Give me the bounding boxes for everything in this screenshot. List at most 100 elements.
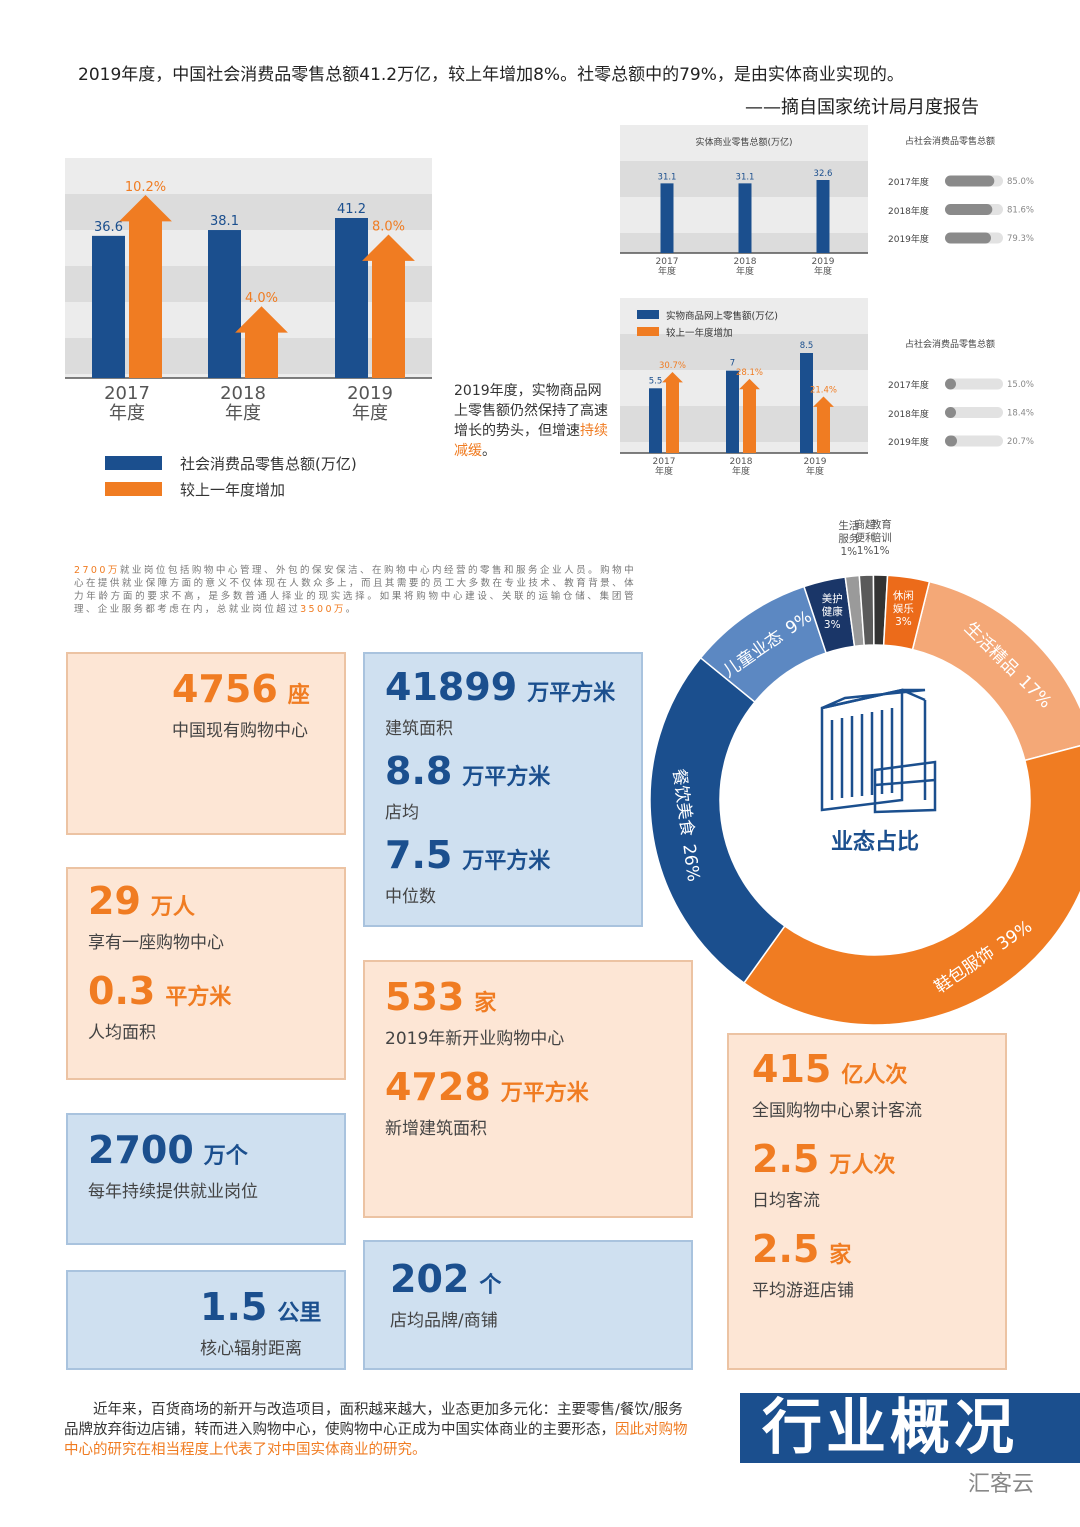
stat-unit: 万人次 [829, 1153, 896, 1178]
arrow [739, 378, 760, 453]
value-label: 15.0% [1007, 380, 1034, 390]
slice-name: 休闲娱乐 [892, 590, 914, 616]
stat-block [66, 1270, 346, 1370]
track [945, 435, 1003, 447]
chart-title: 实体商业零售总额(万亿) [695, 138, 793, 148]
bar [335, 218, 368, 378]
x-tick-label: 2017年度 [104, 383, 150, 425]
stat-value-line: 0.3 平方米 [88, 968, 231, 1022]
background-stripe [65, 194, 432, 230]
stat-item: 415 亿人次 全国购物中心累计客流 [752, 1046, 922, 1122]
legend-swatch [105, 456, 162, 470]
x-tick-label: 2018年度 [729, 457, 753, 478]
note-highlight: 2700万 [74, 565, 120, 576]
value-label: 38.1 [210, 214, 239, 229]
row-label: 2018年度 [888, 206, 929, 217]
arrow [119, 195, 172, 378]
stat-item: 4756 座中国现有购物中心 [172, 666, 310, 742]
row-label: 2018年度 [888, 409, 929, 420]
stat-unit: 个 [479, 1273, 502, 1298]
stat-unit: 亿人次 [841, 1063, 908, 1088]
row-label: 2019年度 [888, 438, 929, 448]
value-label: 79.3% [1007, 234, 1034, 244]
stat-label: 店均品牌/商铺 [390, 1311, 498, 1331]
bar [726, 370, 739, 453]
stat-item: 29 万人 享有一座购物中心 [88, 878, 224, 954]
legend-label: 较上一年度增加 [180, 481, 286, 500]
stat-label: 建筑面积 [385, 719, 453, 739]
stat-item: 533 家 2019年新开业购物中心 [385, 974, 564, 1050]
legend-label: 实物商品网上零售额(万亿) [666, 311, 778, 323]
stat-label: 每年持续提供就业岗位 [88, 1182, 258, 1202]
value-label: 85.0% [1007, 177, 1034, 187]
note-highlight: 3500万 [300, 604, 346, 615]
stat-block [363, 960, 693, 1218]
bar [800, 353, 813, 453]
stat-number: 415 [752, 1047, 832, 1091]
note-text: 就业岗位包括购物中心管理、外包的保安保洁、在购物中心内经营的零售和服务企业人员。… [74, 565, 636, 615]
footer-text: 近年来，百货商场的新开与改造项目，面积越来越大，业态更加多元化：主要零售/餐饮/… [64, 1402, 683, 1438]
stat-block [727, 1033, 1007, 1370]
stat-label: 新增建筑面积 [385, 1119, 487, 1139]
stat-label: 2019年新开业购物中心 [385, 1029, 565, 1049]
stat-item: 1.5 公里 核心辐射距离 [200, 1284, 321, 1360]
value-label: 10.2% [125, 180, 166, 195]
value-label: 8.0% [372, 219, 405, 234]
row-label: 2017年度 [888, 381, 929, 391]
x-tick-label: 2017年度 [652, 457, 676, 478]
row-label: 2017年度 [888, 178, 929, 188]
slice-name: 教育培训 [870, 519, 892, 545]
stat-item: 7.5 万平方米 中位数 [385, 832, 550, 908]
slice-value: 3% [895, 616, 912, 629]
value-label: 30.7% [659, 361, 686, 371]
footer-note: 近年来，百货商场的新开与改造项目，面积越来越大，业态更加多元化：主要零售/餐饮/… [64, 1400, 696, 1460]
stat-label: 中国现有购物中心 [172, 721, 308, 741]
stat-label: 日均客流 [752, 1191, 820, 1211]
value-label: 7 [730, 359, 735, 369]
value-label: 32.6 [814, 169, 833, 179]
stat-unit: 万平方米 [527, 681, 616, 706]
slice-label: 教育培训 1% [867, 519, 895, 558]
stat-value-line: 29 万人 [88, 878, 224, 932]
background-stripe [620, 298, 868, 334]
slice-value: 1% [840, 546, 858, 559]
stat-unit: 公里 [277, 1301, 322, 1326]
arrow [362, 234, 415, 378]
stat-number: 1.5 [200, 1285, 268, 1329]
track [945, 378, 1003, 390]
value-label: 8.5 [800, 341, 814, 351]
stat-unit: 万平方米 [462, 849, 551, 874]
stat-label: 中位数 [385, 887, 436, 907]
slice-value: 1% [856, 545, 874, 558]
stat-label: 享有一座购物中心 [88, 933, 224, 953]
x-tick-label: 2017年度 [655, 257, 679, 278]
progress-bar [945, 435, 958, 447]
arrow [662, 372, 683, 453]
stat-value-line: 7.5 万平方米 [385, 832, 550, 886]
slice-value: 26% [678, 843, 703, 883]
note-text: 。 [345, 604, 358, 615]
stat-block [363, 1240, 693, 1370]
stat-block [66, 652, 346, 835]
stat-block [66, 1113, 346, 1245]
background-stripe [620, 125, 868, 161]
value-label: 5.5 [649, 376, 663, 386]
stat-item: 0.3 平方米 人均面积 [88, 968, 231, 1044]
arrow [813, 396, 834, 453]
stat-unit: 平方米 [165, 985, 232, 1010]
slice-name: 生活服务 [838, 520, 860, 546]
header-source: ——摘自国家统计局月度报告 [745, 97, 979, 118]
stat-value-line: 4728 万平方米 [385, 1064, 589, 1118]
banner: 行业概况 [740, 1393, 1080, 1463]
x-tick-label: 2019年度 [347, 383, 393, 425]
value-label: 36.6 [94, 220, 123, 235]
stat-item: 2700 万个 每年持续提供就业岗位 [88, 1127, 258, 1203]
stat-unit: 万平方米 [500, 1081, 589, 1106]
stat-number: 41899 [385, 665, 518, 709]
stat-label: 店均 [385, 803, 419, 823]
stat-number: 2.5 [752, 1137, 820, 1181]
progress-bar [945, 407, 956, 418]
stat-unit: 家 [474, 991, 497, 1016]
